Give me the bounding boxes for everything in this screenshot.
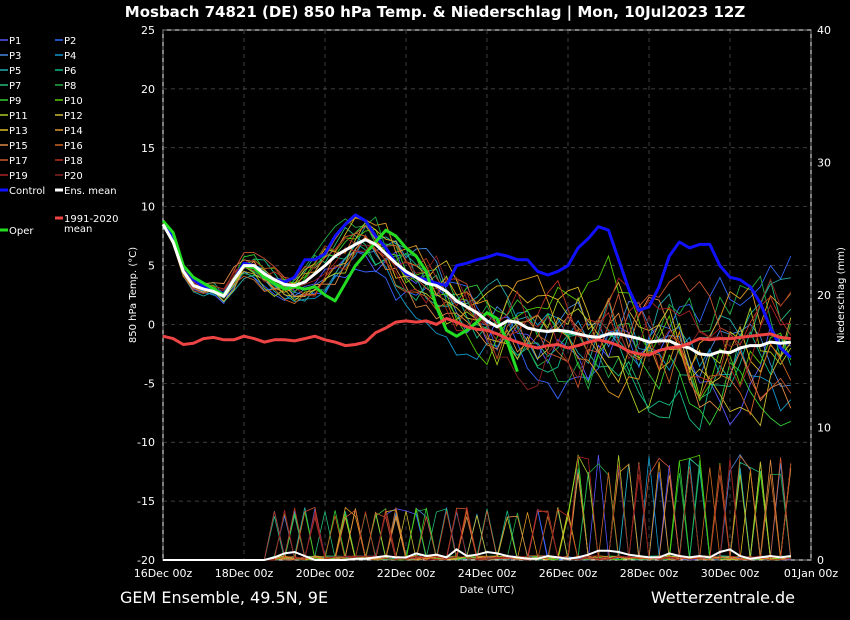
- x-tick-label: 20Dec 00z: [296, 567, 355, 580]
- left-axis-ticks: 25 20 15 10 5 0 -5 -10 -15 -20: [137, 24, 155, 567]
- x-axis-label: Date (UTC): [460, 585, 515, 596]
- precipitation-lines: [163, 548, 791, 561]
- legend-label: 1991-2020: [64, 214, 119, 225]
- legend-label: P19: [9, 171, 28, 182]
- chart-title: Mosbach 74821 (DE) 850 hPa Temp. & Niede…: [125, 3, 746, 22]
- left-tick-label: 0: [148, 318, 155, 331]
- legend-label: P10: [64, 96, 83, 107]
- legend-label: P6: [64, 66, 76, 77]
- x-tick-label: 01Jan 00z: [784, 567, 838, 580]
- legend-label: P17: [9, 156, 28, 167]
- x-tick-label: 26Dec 00z: [539, 567, 598, 580]
- legend-label: P5: [9, 66, 21, 77]
- y-axis-label-right: Niederschlag (mm): [836, 247, 847, 343]
- legend-label: P12: [64, 111, 83, 122]
- x-tick-label: 28Dec 00z: [620, 567, 679, 580]
- left-tick-label: 5: [148, 260, 155, 273]
- y-axis-label-left: 850 hPa Temp. (°C): [128, 247, 139, 343]
- legend-label: P18: [64, 156, 83, 167]
- x-tick-label: 16Dec 00z: [134, 567, 193, 580]
- right-tick-label: 40: [817, 24, 831, 37]
- footer-source: Wetterzentrale.de: [650, 588, 795, 607]
- left-tick-label: 10: [141, 201, 155, 214]
- legend-label: P11: [9, 111, 28, 122]
- legend-label: P2: [64, 36, 76, 47]
- member-line-p2: [162, 225, 792, 400]
- right-axis-ticks: 40 30 20 10 0: [817, 24, 831, 567]
- legend: P1 P2 P3 P4 P5 P6 P7 P8 P9 P10 P11 P12 P13 P14 P15 P16 P…: [0, 36, 119, 237]
- series-line-1991-2020-mean: [162, 317, 791, 357]
- legend-label: Control: [9, 186, 45, 197]
- legend-label: P20: [64, 171, 83, 182]
- main-series: [161, 213, 792, 373]
- legend-label: P14: [64, 126, 83, 137]
- series-line-ens-mean: [161, 223, 791, 357]
- legend-label: mean: [64, 224, 92, 235]
- x-tick-label: 24Dec 00z: [458, 567, 517, 580]
- right-tick-label: 10: [817, 422, 831, 435]
- member-line-p5: [162, 223, 791, 367]
- legend-label: Ens. mean: [64, 186, 117, 197]
- legend-label: P4: [64, 51, 76, 62]
- legend-label: P7: [9, 81, 21, 92]
- member-line-p6: [162, 223, 792, 431]
- legend-label: P9: [9, 96, 21, 107]
- left-tick-label: -15: [137, 495, 155, 508]
- legend-label: P15: [9, 141, 28, 152]
- left-tick-label: -5: [144, 377, 155, 390]
- x-tick-label: 18Dec 00z: [215, 567, 274, 580]
- left-tick-label: 15: [141, 142, 155, 155]
- left-tick-label: 20: [141, 83, 155, 96]
- legend-label: P1: [9, 36, 21, 47]
- legend-label: Oper: [9, 226, 34, 237]
- x-axis-ticks: 16Dec 00z 18Dec 00z 20Dec 00z 22Dec 00z 24De…: [134, 567, 839, 580]
- right-tick-label: 0: [817, 554, 824, 567]
- right-tick-label: 20: [817, 289, 831, 302]
- x-tick-label: 30Dec 00z: [701, 567, 760, 580]
- left-tick-label: -10: [137, 436, 155, 449]
- left-tick-label: 25: [141, 24, 155, 37]
- legend-label: P16: [64, 141, 83, 152]
- legend-label: P13: [9, 126, 28, 137]
- legend-label: P3: [9, 51, 21, 62]
- legend-label: P8: [64, 81, 76, 92]
- right-tick-label: 30: [817, 157, 831, 170]
- x-tick-label: 22Dec 00z: [377, 567, 436, 580]
- precip-mean-line: [163, 548, 791, 561]
- footer-model: GEM Ensemble, 49.5N, 9E: [120, 588, 329, 607]
- left-tick-label: -20: [137, 554, 155, 567]
